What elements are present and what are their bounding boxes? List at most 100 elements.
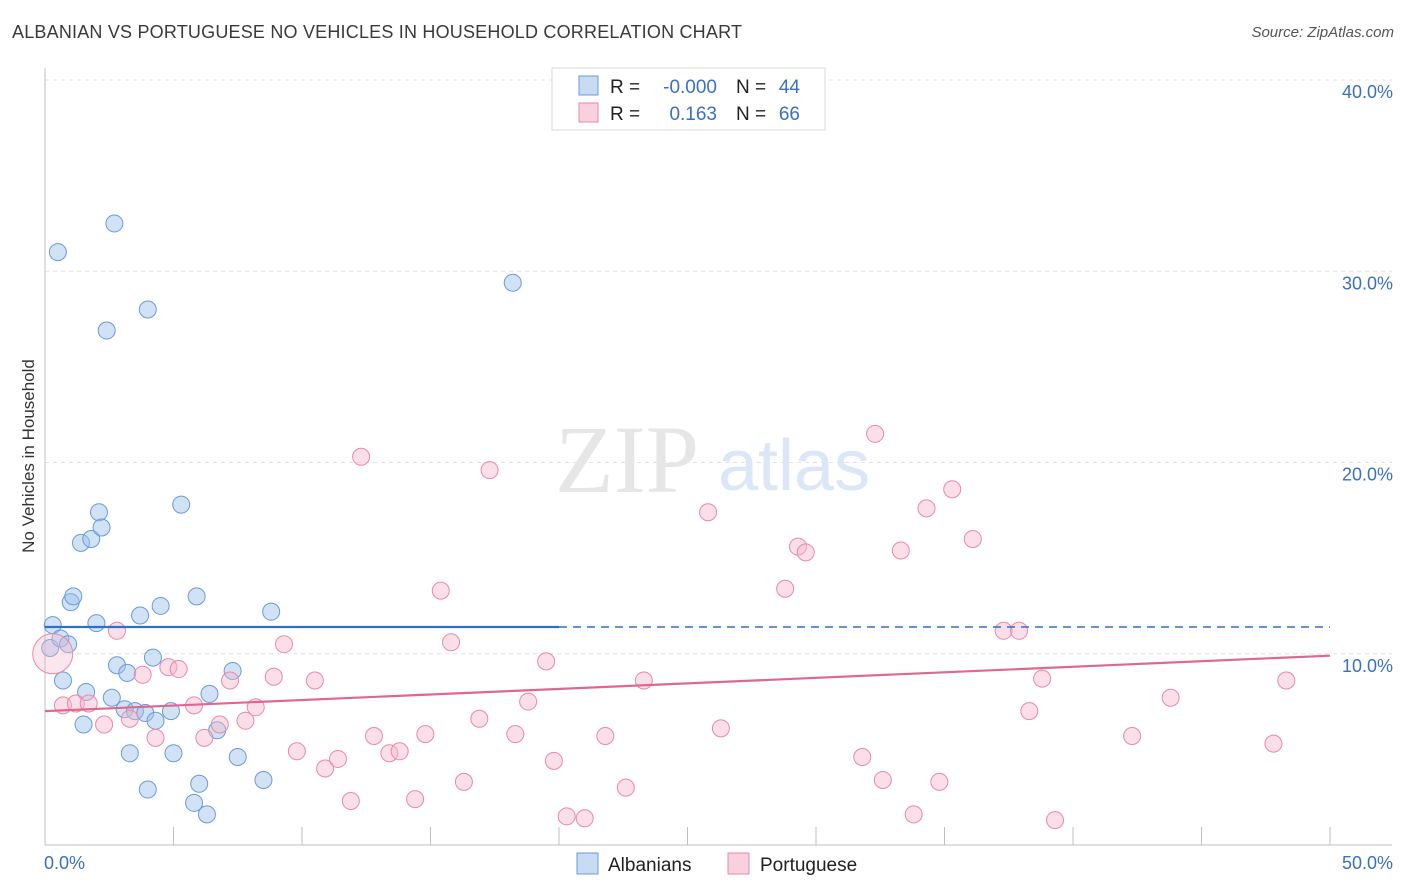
- point-portuguese: [853, 748, 872, 767]
- point-portuguese: [328, 749, 347, 768]
- chart-title: ALBANIAN VS PORTUGUESE NO VEHICLES IN HO…: [12, 22, 743, 42]
- point-albanians: [200, 684, 219, 703]
- grid: 10.0% 20.0% 30.0% 40.0%: [45, 79, 1393, 676]
- point-albanians: [87, 614, 106, 633]
- point-albanians: [105, 214, 124, 233]
- point-albanians: [107, 656, 126, 675]
- y-tick-label: 30.0%: [1342, 273, 1393, 293]
- series-albanians: [41, 214, 522, 824]
- point-portuguese: [32, 633, 74, 675]
- legend-n-value-1: 44: [779, 77, 801, 98]
- series-legend-swatch-portuguese: [727, 852, 750, 875]
- point-portuguese: [1264, 734, 1283, 753]
- point-portuguese: [1010, 621, 1029, 640]
- point-portuguese: [66, 694, 85, 713]
- point-portuguese: [699, 503, 718, 522]
- y-axis-label: No Vehicles in Household: [19, 359, 38, 553]
- point-portuguese: [930, 772, 949, 791]
- point-portuguese: [480, 461, 499, 480]
- point-portuguese: [1123, 726, 1142, 745]
- point-albanians: [228, 748, 247, 767]
- point-albanians: [138, 300, 157, 319]
- point-portuguese: [575, 809, 594, 828]
- point-albanians: [138, 780, 157, 799]
- point-portuguese: [596, 726, 615, 745]
- point-portuguese: [431, 581, 450, 600]
- point-albanians: [187, 587, 206, 606]
- point-portuguese: [1277, 671, 1296, 690]
- series-legend-swatch-albanians: [576, 852, 599, 875]
- point-portuguese: [390, 742, 409, 761]
- source-label: Source: ZipAtlas.com: [1251, 24, 1394, 41]
- legend-r-label-1: R =: [610, 77, 640, 98]
- point-portuguese: [264, 667, 283, 686]
- point-portuguese: [904, 805, 923, 824]
- point-portuguese: [454, 772, 473, 791]
- legend-swatch-albanians: [578, 75, 599, 96]
- point-portuguese: [796, 543, 815, 562]
- point-albanians: [92, 518, 111, 537]
- legend-r-value-2: 0.163: [669, 104, 717, 125]
- point-portuguese: [275, 635, 294, 654]
- watermark-atlas: atlas: [718, 426, 870, 506]
- point-portuguese: [287, 742, 306, 761]
- watermark-zip: ZIP: [555, 406, 699, 513]
- trend-line-portuguese: [44, 654, 1331, 713]
- point-portuguese: [236, 711, 255, 730]
- point-albanians: [77, 683, 96, 701]
- point-portuguese: [994, 621, 1013, 640]
- point-portuguese: [506, 725, 525, 744]
- point-albanians: [503, 273, 522, 292]
- point-portuguese: [364, 726, 383, 745]
- point-portuguese: [537, 652, 556, 671]
- point-portuguese: [107, 621, 126, 640]
- point-albanians: [146, 711, 165, 730]
- point-albanians: [48, 243, 67, 262]
- point-portuguese: [341, 792, 360, 811]
- legend-n-value-2: 66: [779, 104, 800, 125]
- point-portuguese: [1161, 688, 1180, 707]
- point-portuguese: [120, 709, 139, 728]
- point-portuguese: [221, 671, 240, 690]
- series-legend-label-albanians: Albanians: [608, 855, 691, 876]
- watermark: ZIP atlas: [555, 406, 870, 513]
- point-portuguese: [95, 715, 114, 734]
- point-albanians: [53, 671, 72, 690]
- trend-lines: [44, 625, 1331, 713]
- point-portuguese: [544, 751, 563, 770]
- y-tick-label: 40.0%: [1342, 82, 1393, 102]
- point-portuguese: [873, 770, 892, 789]
- legend-swatch-portuguese: [578, 102, 599, 123]
- point-portuguese: [169, 660, 188, 679]
- point-portuguese: [1046, 811, 1065, 830]
- data-points: [32, 214, 1296, 830]
- point-albanians: [131, 606, 150, 625]
- point-portuguese: [891, 541, 910, 560]
- axes: 0.0% 50.0%: [44, 68, 1393, 873]
- stats-legend: R = -0.000 N = 44 R = 0.163 N = 66: [551, 67, 826, 131]
- point-portuguese: [776, 579, 795, 598]
- point-portuguese: [470, 709, 489, 728]
- point-albanians: [172, 495, 191, 514]
- legend-r-label-2: R =: [610, 104, 640, 125]
- point-albanians: [151, 596, 170, 615]
- x-tick-label-min: 0.0%: [44, 853, 85, 873]
- point-albanians: [262, 602, 281, 621]
- series-legend: Albanians Portuguese: [576, 852, 857, 876]
- point-albanians: [143, 648, 162, 667]
- series-legend-label-portuguese: Portuguese: [760, 855, 857, 876]
- point-albanians: [64, 587, 83, 606]
- point-portuguese: [210, 715, 229, 734]
- point-albanians: [97, 321, 116, 340]
- point-albanians: [74, 715, 93, 734]
- point-portuguese: [616, 778, 635, 797]
- point-portuguese: [195, 728, 214, 747]
- x-tick-label-max: 50.0%: [1342, 853, 1393, 873]
- point-portuguese: [866, 424, 885, 443]
- point-albanians: [89, 503, 108, 522]
- point-portuguese: [79, 694, 98, 713]
- point-portuguese: [963, 530, 982, 548]
- point-albanians: [102, 688, 121, 707]
- point-portuguese: [316, 759, 335, 778]
